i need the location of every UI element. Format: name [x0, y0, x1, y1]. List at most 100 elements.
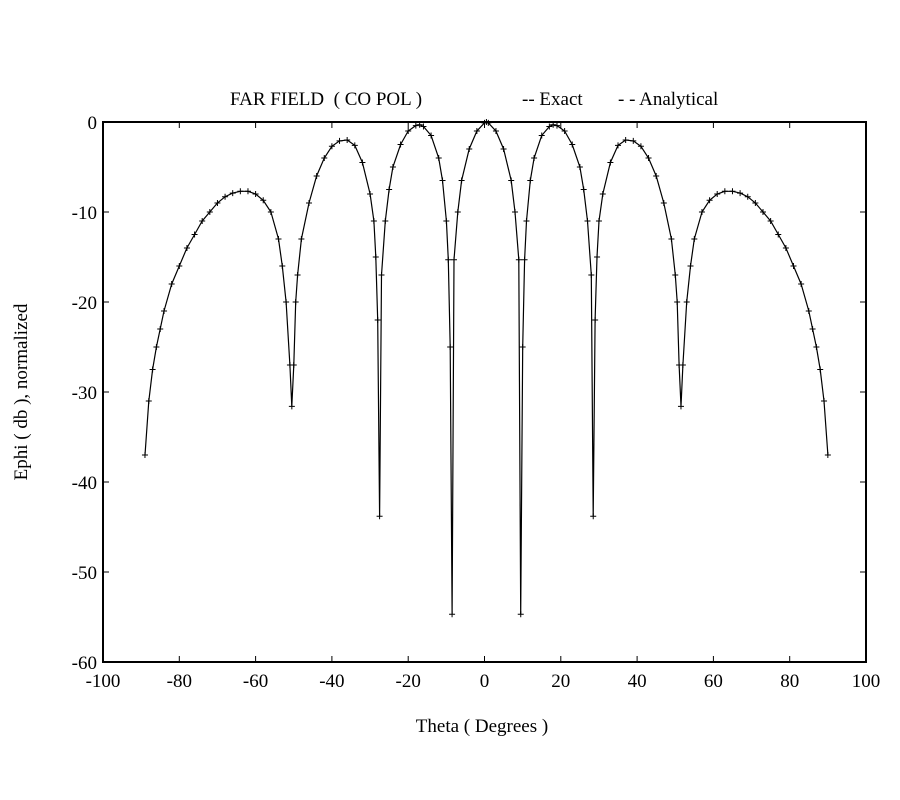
data-point-marker — [517, 611, 524, 618]
data-point-marker — [420, 123, 427, 130]
x-tick-label: 80 — [780, 671, 799, 692]
data-point-marker — [561, 128, 568, 134]
y-tick-label: 0 — [88, 113, 98, 134]
data-point-marker — [668, 236, 675, 242]
data-point-marker — [519, 344, 526, 350]
data-point-marker — [374, 317, 381, 323]
data-point-marker — [687, 263, 694, 269]
data-point-marker — [607, 159, 614, 166]
data-point-marker — [454, 209, 461, 215]
legend-entry-exact: -- Exact — [522, 89, 583, 110]
data-point-marker — [237, 188, 244, 195]
data-point-marker — [336, 137, 343, 144]
data-point-marker — [798, 281, 805, 287]
data-point-marker — [782, 245, 789, 251]
data-point-marker — [389, 164, 396, 170]
data-point-marker — [553, 122, 560, 129]
data-point-marker — [372, 254, 379, 260]
data-point-marker — [615, 142, 622, 149]
data-point-marker — [168, 281, 175, 287]
data-point-marker — [576, 164, 583, 170]
chart-title: FAR FIELD ( CO POL ) — [230, 89, 422, 110]
data-point-marker — [821, 398, 828, 404]
data-point-marker — [523, 218, 530, 224]
data-point-marker — [292, 299, 299, 305]
x-tick-label: 60 — [704, 671, 723, 692]
y-tick-label: -60 — [72, 653, 97, 674]
data-point-marker — [458, 177, 465, 184]
data-point-marker — [691, 236, 698, 242]
data-point-marker — [290, 362, 297, 368]
data-point-marker — [443, 218, 450, 224]
y-tick-label: -30 — [72, 383, 97, 404]
data-point-marker — [660, 200, 667, 206]
data-point-marker — [428, 132, 435, 139]
data-point-marker — [790, 263, 797, 269]
series-exact — [141, 119, 831, 618]
data-point-marker — [378, 272, 385, 278]
data-point-marker — [645, 155, 652, 161]
data-point-marker — [267, 209, 274, 215]
data-point-marker — [153, 344, 160, 350]
data-point-marker — [405, 128, 412, 134]
x-tick-label: 0 — [480, 671, 490, 692]
data-point-marker — [500, 146, 507, 152]
data-point-marker — [260, 197, 267, 204]
data-point-marker — [351, 142, 358, 149]
data-point-marker — [370, 218, 377, 224]
data-point-marker — [466, 146, 473, 152]
data-point-marker — [674, 299, 681, 305]
data-point-marker — [584, 218, 591, 224]
data-point-marker — [590, 513, 597, 520]
data-point-marker — [449, 611, 456, 618]
x-tick-label: -100 — [86, 671, 121, 692]
data-point-marker — [244, 188, 251, 195]
data-point-marker — [206, 209, 213, 215]
x-tick-label: -60 — [243, 671, 268, 692]
data-point-marker — [630, 137, 637, 144]
data-point-marker — [306, 200, 313, 206]
data-point-marker — [222, 193, 229, 200]
data-point-marker — [298, 236, 305, 242]
data-point-marker — [376, 513, 383, 520]
data-point-marker — [145, 398, 152, 404]
x-tick-label: -20 — [396, 671, 421, 692]
data-point-marker — [435, 155, 442, 161]
y-tick-label: -40 — [72, 473, 97, 494]
data-point-marker — [294, 272, 301, 278]
data-point-marker — [550, 121, 557, 128]
data-point-marker — [149, 366, 156, 373]
data-point-marker — [527, 177, 534, 184]
y-tick-label: -50 — [72, 563, 97, 584]
y-tick-label: -10 — [72, 203, 97, 224]
data-point-marker — [813, 344, 820, 350]
data-point-marker — [729, 188, 736, 195]
data-point-marker — [622, 137, 629, 143]
data-point-marker — [176, 263, 183, 269]
data-point-marker — [594, 254, 601, 260]
data-point-marker — [580, 186, 587, 193]
x-axis: -100 -80 -60 -40 -20 0 20 40 60 80 100 — [86, 122, 881, 692]
data-point-marker — [546, 123, 553, 130]
x-tick-label: 20 — [551, 671, 570, 692]
data-point-marker — [595, 218, 602, 224]
x-tick-label: 40 — [628, 671, 647, 692]
data-point-marker — [531, 155, 538, 161]
data-point-marker — [439, 177, 446, 184]
data-point-marker — [161, 308, 168, 314]
data-point-marker — [824, 452, 831, 458]
data-point-marker — [321, 155, 328, 161]
data-point-marker — [653, 173, 660, 179]
data-point-marker — [275, 236, 282, 242]
data-point-marker — [515, 256, 522, 263]
data-point-marker — [367, 191, 374, 197]
data-point-marker — [313, 173, 320, 179]
x-tick-label: 100 — [852, 671, 881, 692]
data-point-marker — [447, 344, 454, 350]
data-point-marker — [445, 256, 452, 263]
data-point-marker — [508, 177, 515, 184]
data-point-marker — [229, 190, 236, 197]
data-point-marker — [283, 299, 290, 305]
data-point-marker — [752, 200, 759, 206]
